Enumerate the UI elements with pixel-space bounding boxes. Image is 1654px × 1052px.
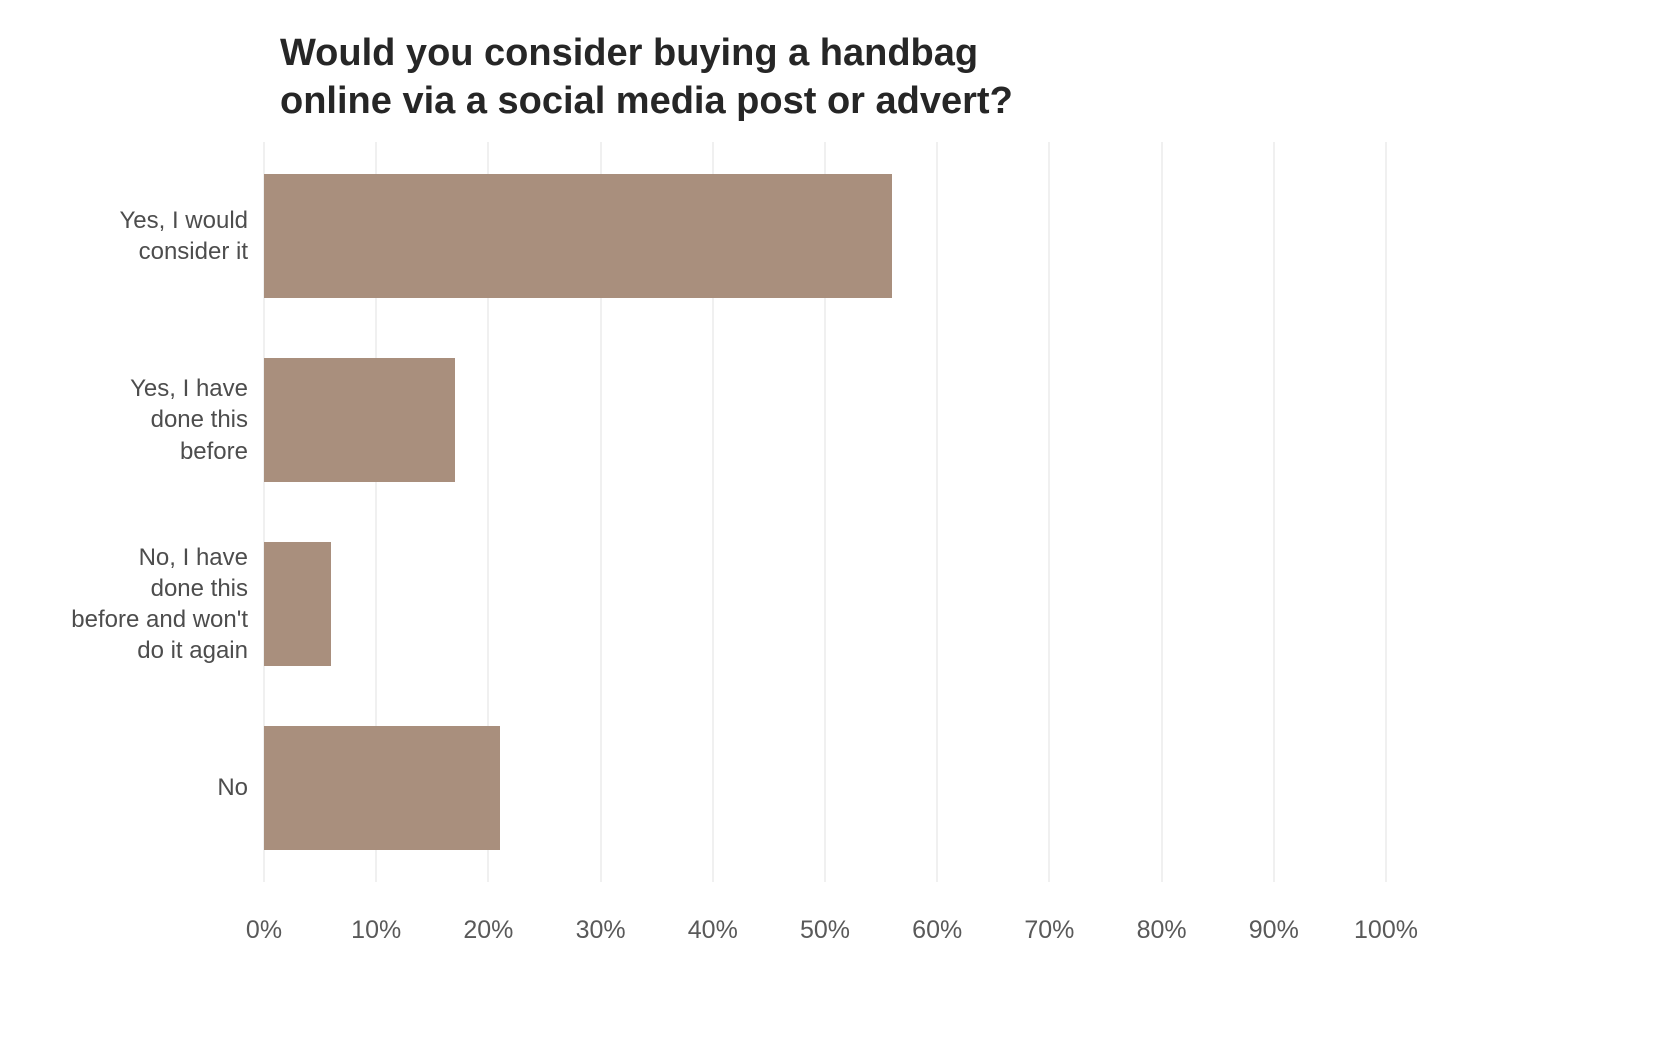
y-category-label: No: [28, 726, 248, 850]
x-tick-label: 100%: [1354, 916, 1418, 945]
x-tick-label: 50%: [800, 916, 850, 945]
x-tick-label: 10%: [351, 916, 401, 945]
plot-area: [264, 142, 1386, 882]
bar: [264, 542, 331, 666]
x-tick-label: 70%: [1024, 916, 1074, 945]
x-tick-label: 60%: [912, 916, 962, 945]
y-category-label: No, I have done this before and won't do…: [28, 542, 248, 666]
x-tick-label: 80%: [1137, 916, 1187, 945]
x-tick-label: 90%: [1249, 916, 1299, 945]
bars-layer: [264, 142, 1386, 882]
x-tick-label: 0%: [246, 916, 282, 945]
x-tick-label: 20%: [463, 916, 513, 945]
bar: [264, 726, 500, 850]
y-category-label: Yes, I would consider it: [28, 174, 248, 298]
chart-title: Would you consider buying a handbag onli…: [280, 30, 1320, 125]
chart-canvas: Would you consider buying a handbag onli…: [0, 0, 1654, 1052]
x-tick-label: 40%: [688, 916, 738, 945]
bar: [264, 358, 455, 482]
y-category-label: Yes, I have done this before: [28, 358, 248, 482]
bar: [264, 174, 892, 298]
x-tick-label: 30%: [576, 916, 626, 945]
